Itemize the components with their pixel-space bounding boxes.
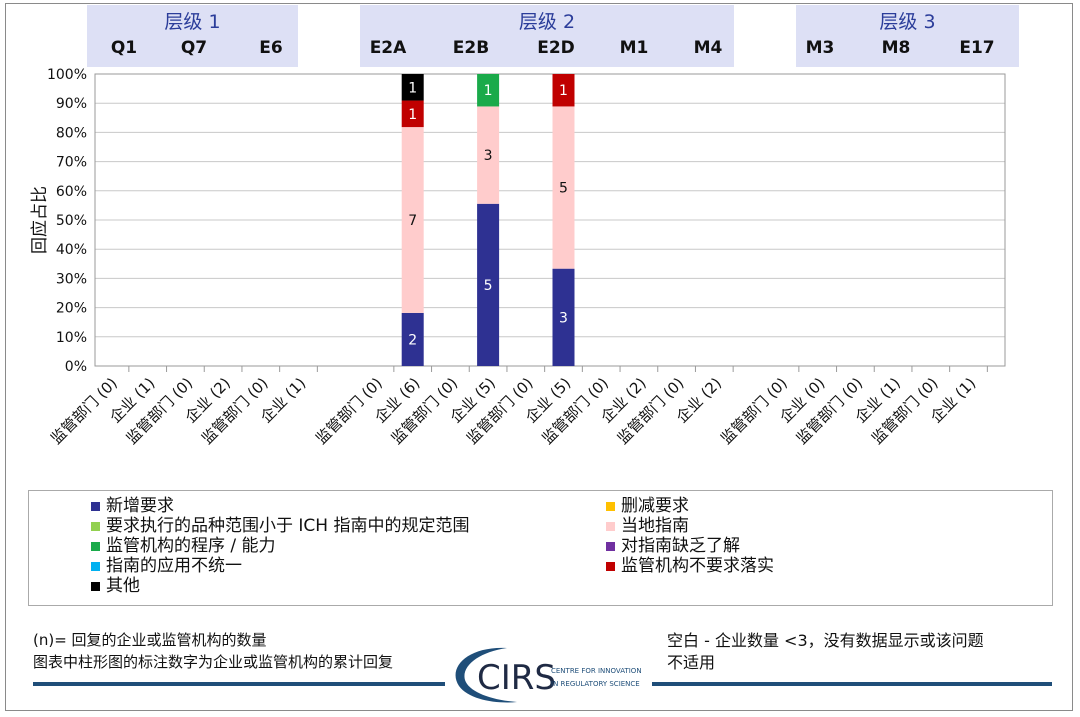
y-axis-title: 回应占比	[30, 186, 50, 254]
note-left-line1: (n)= 回复的企业或监管机构的数量	[33, 631, 267, 649]
note-right-line2: 不适用	[667, 653, 716, 672]
logo-text: CIRS	[477, 658, 556, 698]
bar-data-label: 2	[408, 332, 417, 348]
legend-swatch	[606, 561, 615, 571]
legend-item-other: 其他	[91, 576, 140, 596]
legend-swatch	[606, 501, 615, 511]
y-tick-label: 10%	[56, 330, 87, 346]
tier-1-header: 层级 1 Q1 Q7 E6	[87, 5, 298, 67]
tier-code-q1: Q1	[110, 38, 138, 58]
y-tick-label: 100%	[47, 67, 87, 83]
legend-swatch	[91, 521, 100, 531]
logo-line1: CENTRE FOR INNOVATION	[551, 667, 642, 675]
logo-swoosh	[455, 647, 517, 703]
bar-segment	[552, 74, 575, 107]
tier-code-e2d: E2D	[537, 38, 575, 58]
logo-line2: IN REGULATORY SCIENCE	[551, 680, 640, 688]
bar-data-label: 5	[484, 278, 493, 294]
legend-label: 要求执行的品种范围小于 ICH 指南中的规定范围	[106, 516, 470, 536]
legend: 新增要求 要求执行的品种范围小于 ICH 指南中的规定范围 监管机构的程序 / …	[28, 490, 1053, 606]
bar-segment	[401, 312, 424, 366]
tier-code-e2a: E2A	[369, 38, 407, 58]
bar-data-label: 3	[559, 310, 568, 326]
bar-segment	[401, 100, 424, 128]
legend-item-narrow-scope: 要求执行的品种范围小于 ICH 指南中的规定范围	[91, 516, 469, 536]
tier-code-q7: Q7	[180, 38, 208, 58]
legend-swatch	[606, 521, 615, 531]
tier-code-e6: E6	[259, 38, 283, 58]
tier-3-header: 层级 3 M3 M8 E17	[796, 5, 1019, 67]
cirs-logo: CIRS CENTRE FOR INNOVATION IN REGULATORY…	[455, 647, 642, 703]
legend-swatch	[91, 561, 100, 571]
stacked-bar-chart: 0%10%20%30%40%50%60%70%80%90%100%回应占比监管部…	[30, 67, 1006, 448]
y-tick-label: 0%	[65, 359, 87, 375]
chart-frame	[5, 3, 1073, 711]
bar-segment	[401, 127, 424, 313]
bar-segment	[552, 268, 575, 366]
bar-segment	[552, 106, 575, 269]
bar-data-label: 1	[408, 107, 417, 123]
bar-segment	[477, 106, 500, 204]
tier-code-e2b: E2B	[452, 38, 490, 58]
legend-item-lack-of-understanding: 对指南缺乏了解	[606, 536, 740, 556]
y-tick-label: 30%	[56, 271, 87, 287]
bar-data-label: 5	[559, 181, 568, 197]
tier-1-title: 层级 1	[164, 11, 221, 33]
tier-code-m8: M8	[881, 38, 911, 58]
legend-label: 删减要求	[621, 496, 689, 516]
tier-3-title: 层级 3	[879, 11, 936, 33]
footer-rule-left	[33, 682, 445, 686]
legend-item-inconsistent-application: 指南的应用不统一	[91, 556, 242, 576]
bar-data-label: 1	[408, 80, 417, 96]
legend-item-agency-capacity: 监管机构的程序 / 能力	[91, 536, 276, 556]
legend-swatch	[91, 581, 100, 591]
bar-data-label: 3	[484, 148, 493, 164]
legend-label: 新增要求	[106, 496, 174, 516]
note-left-line2: 图表中柱形图的标注数字为企业或监管机构的累计回复	[33, 653, 394, 671]
y-tick-label: 90%	[56, 96, 87, 112]
bar-data-label: 1	[559, 83, 568, 99]
footer-rule-right	[652, 682, 1052, 686]
tier-code-m4: M4	[693, 38, 723, 58]
legend-label: 监管机构不要求落实	[621, 556, 774, 576]
legend-item-local-guideline: 当地指南	[606, 516, 689, 536]
legend-label: 指南的应用不统一	[106, 556, 242, 576]
bar-segment	[401, 74, 424, 101]
legend-item-not-enforced: 监管机构不要求落实	[606, 556, 774, 576]
note-right-line1: 空白 - 企业数量 <3，没有数据显示或该问题	[667, 631, 984, 650]
y-tick-label: 70%	[56, 155, 87, 171]
tier-2-header: 层级 2 E2A E2B E2D M1 M4	[360, 5, 734, 67]
y-tick-label: 40%	[56, 242, 87, 258]
legend-label: 监管机构的程序 / 能力	[106, 536, 276, 556]
legend-label: 其他	[106, 576, 140, 596]
y-tick-label: 60%	[56, 184, 87, 200]
y-tick-label: 80%	[56, 125, 87, 141]
bar-data-label: 1	[484, 83, 493, 99]
bar-segment	[477, 203, 500, 366]
bar-segment	[477, 74, 500, 107]
y-tick-label: 20%	[56, 301, 87, 317]
plot-area-border	[94, 73, 1006, 367]
bar-data-label: 7	[408, 213, 417, 229]
legend-swatch	[91, 501, 100, 511]
legend-swatch	[91, 541, 100, 551]
legend-item-new-requirement: 新增要求	[91, 496, 174, 516]
legend-item-removed-requirement: 删减要求	[606, 496, 689, 516]
y-tick-label: 50%	[56, 213, 87, 229]
legend-label: 当地指南	[621, 516, 689, 536]
tier-code-e17: E17	[959, 38, 995, 58]
legend-swatch	[606, 541, 615, 551]
legend-label: 对指南缺乏了解	[621, 536, 740, 556]
tier-code-m1: M1	[619, 38, 649, 58]
tier-2-title: 层级 2	[518, 11, 576, 33]
tier-code-m3: M3	[805, 38, 835, 58]
